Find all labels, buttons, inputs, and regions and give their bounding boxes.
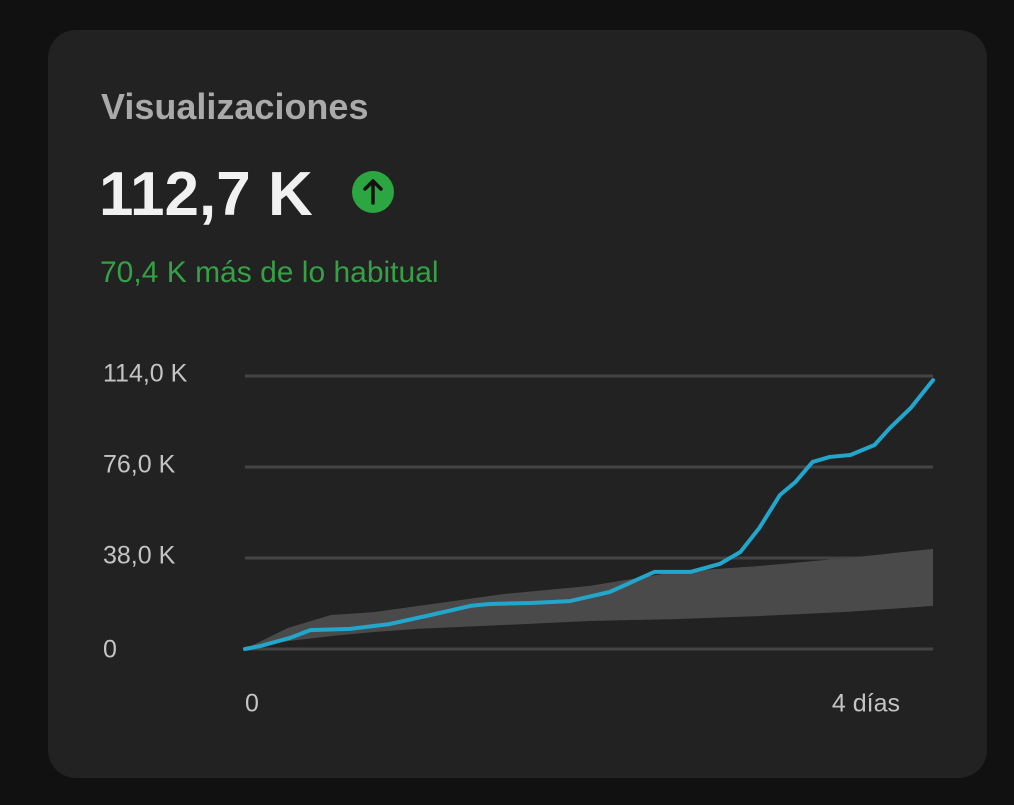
y-tick-label: 0: [103, 636, 117, 664]
line: [243, 378, 935, 651]
y-tick-label: 76,0 K: [103, 451, 176, 479]
x-tick-label: 4 días: [832, 690, 900, 718]
x-tick-label: 0: [245, 690, 259, 718]
card-value: 112,7 K: [99, 160, 313, 229]
card: [48, 30, 987, 778]
plot: 0 38,0 K 76,0 K 114,0 K 0 4 días: [103, 360, 935, 718]
card-title: Visualizaciones: [101, 86, 368, 127]
card-note: 70,4 K más de lo habitual: [100, 256, 439, 289]
y-tick-label: 38,0 K: [103, 542, 176, 570]
up-icon: [352, 171, 394, 213]
y-tick-label: 114,0 K: [103, 360, 188, 388]
typical-range: [245, 548, 933, 649]
